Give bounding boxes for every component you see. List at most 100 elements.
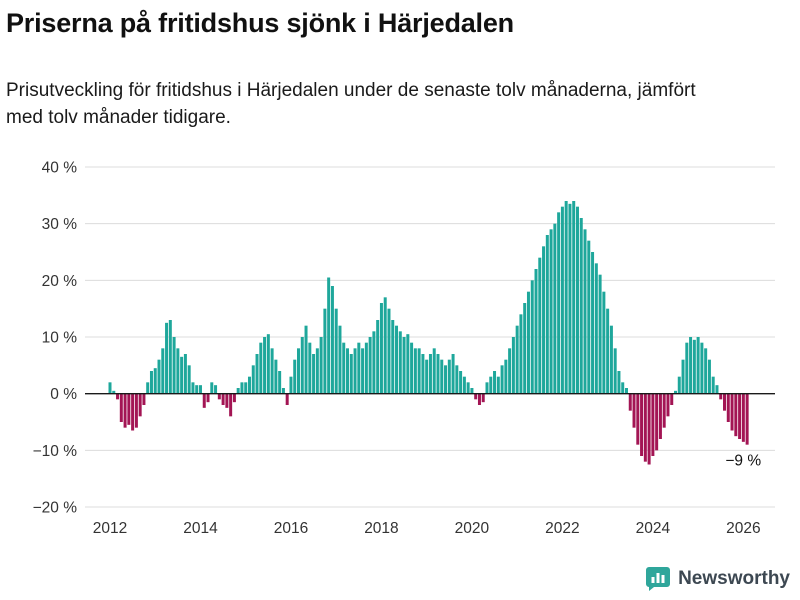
y-axis-tick-label: −10 % (33, 443, 78, 460)
bar (323, 308, 327, 394)
bar (481, 393, 485, 403)
bar (383, 297, 387, 394)
bar (266, 334, 270, 394)
bar (391, 320, 395, 394)
bar (221, 393, 225, 405)
bar (711, 376, 715, 394)
bar (519, 314, 523, 394)
bar (677, 376, 681, 394)
bar (361, 348, 365, 394)
bar (628, 393, 632, 411)
bar (606, 308, 610, 394)
bar (444, 365, 448, 394)
y-axis-tick-label: −20 % (33, 500, 78, 517)
bar (640, 393, 644, 456)
bar (387, 308, 391, 394)
latest-value-annotation: −9 % (725, 453, 761, 470)
bar (247, 376, 251, 394)
bar (410, 342, 414, 394)
bar (161, 348, 165, 394)
bar (436, 354, 440, 394)
bar (632, 393, 636, 428)
bar (255, 354, 259, 394)
bar (312, 354, 316, 394)
bar (564, 201, 568, 394)
bar (583, 229, 587, 394)
bar (342, 342, 346, 394)
bar (511, 337, 515, 394)
bar (319, 337, 323, 394)
bar (372, 331, 376, 394)
bar (734, 393, 738, 437)
bar (587, 240, 591, 394)
bar (624, 388, 628, 394)
bar (651, 393, 655, 456)
bar (662, 393, 666, 428)
bar (180, 356, 184, 394)
bar (183, 354, 187, 394)
bar (421, 354, 425, 394)
bar (523, 303, 527, 394)
bar (508, 348, 512, 394)
bar (127, 393, 131, 425)
bar (636, 393, 640, 445)
bar (538, 257, 542, 394)
bar (428, 354, 432, 394)
bar (515, 325, 519, 394)
bar (715, 385, 719, 394)
bar (455, 365, 459, 394)
bar (398, 331, 402, 394)
bar (187, 365, 191, 394)
bar (112, 390, 116, 394)
bar (666, 393, 670, 417)
bar (214, 385, 218, 394)
chart-subtitle: Prisutveckling för fritidshus i Härjedal… (6, 80, 696, 128)
bar (138, 393, 142, 417)
bar (655, 393, 659, 451)
bar (349, 354, 353, 394)
bar (707, 359, 711, 394)
x-axis-tick-label: 2026 (726, 520, 760, 537)
bar (327, 277, 331, 394)
bar (696, 337, 700, 394)
bar (459, 371, 463, 394)
bar (530, 280, 534, 394)
bar (157, 359, 161, 394)
bar (417, 348, 421, 394)
bar (165, 322, 169, 394)
bar (172, 337, 176, 394)
bar (379, 303, 383, 394)
bar (300, 337, 304, 394)
bar (123, 393, 127, 428)
bar (617, 371, 621, 394)
bar (591, 252, 595, 394)
bar (236, 388, 240, 394)
bar (477, 393, 481, 405)
newsworthy-logo-text: Newsworthy (678, 568, 790, 589)
bar (198, 385, 202, 394)
bar (741, 393, 745, 442)
bar (304, 325, 308, 394)
newsworthy-logo[interactable]: Newsworthy (645, 566, 790, 592)
bar (700, 342, 704, 394)
y-axis-tick-label: 0 % (50, 386, 77, 403)
bar (240, 382, 244, 394)
bar (263, 337, 267, 394)
bar (549, 229, 553, 394)
bar (270, 348, 274, 394)
bar (274, 359, 278, 394)
bar (364, 342, 368, 394)
x-axis-tick-label: 2012 (93, 520, 127, 537)
x-axis-tick-label: 2016 (274, 520, 308, 537)
bar (251, 365, 255, 394)
bar (281, 388, 285, 394)
bar (146, 382, 150, 394)
bar (206, 393, 210, 403)
bar (726, 393, 730, 422)
bar (621, 382, 625, 394)
bar (308, 342, 312, 394)
bar (330, 286, 334, 394)
bar (293, 359, 297, 394)
bar (568, 203, 572, 394)
